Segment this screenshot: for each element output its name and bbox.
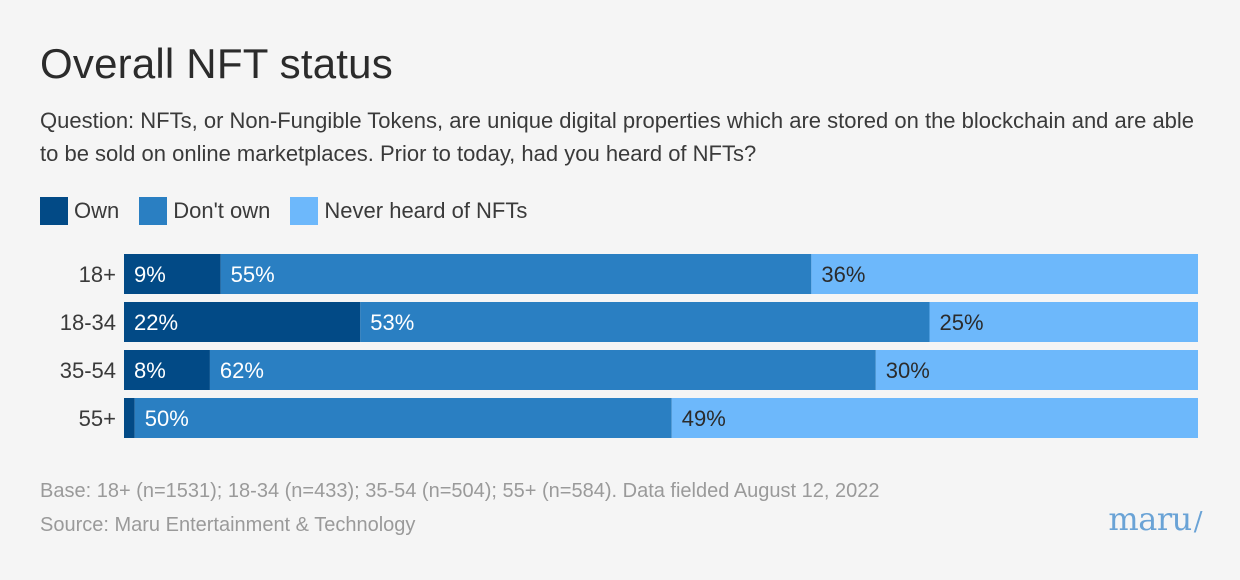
bar-segment: [124, 398, 135, 438]
legend-label-dont-own: Don't own: [173, 198, 271, 223]
legend: Own Don't own Never heard of NFTs: [40, 197, 547, 225]
legend-swatch-dont-own: [139, 197, 168, 225]
bar-segment: [360, 302, 930, 342]
bar-segment: [124, 302, 361, 342]
legend-item-own: Own: [40, 197, 119, 225]
data-label: 62%: [220, 358, 264, 383]
bar-segment: [134, 398, 672, 438]
legend-label-never-heard: Never heard of NFTs: [324, 198, 528, 223]
legend-swatch-never-heard: [290, 197, 319, 225]
category-label: 18-34: [60, 310, 116, 335]
data-label: 8%: [134, 358, 166, 383]
data-label: 25%: [940, 310, 984, 335]
bar-segment: [929, 302, 1198, 342]
chart-subtitle: Question: NFTs, or Non-Fungible Tokens, …: [40, 108, 1195, 166]
source-note: Source: Maru Entertainment & Technology: [40, 514, 416, 536]
chart-svg: 18+ 9% 55% 36% 18-34 22% 53% 25% 35-54 8% 62% 30% 55…: [60, 254, 1198, 438]
category-label: 18+: [79, 262, 116, 287]
chart-title: Overall NFT status: [40, 40, 393, 87]
legend-item-dont-own: Don't own: [139, 197, 270, 225]
data-label: 53%: [370, 310, 414, 335]
bar-segment: [671, 398, 1198, 438]
data-label: 30%: [886, 358, 930, 383]
category-label: 35-54: [60, 358, 116, 383]
bar-segment: [124, 254, 221, 294]
category-label: 55+: [79, 406, 116, 431]
bar-segment: [209, 350, 876, 390]
logo-text: maru: [1108, 500, 1192, 538]
maru-logo: maru/: [1108, 500, 1202, 538]
data-label: 50%: [145, 406, 189, 431]
bar-segment: [124, 350, 210, 390]
data-label: 22%: [134, 310, 178, 335]
bar-segment: [811, 254, 1198, 294]
data-label: 9%: [134, 262, 166, 287]
bar-segment: [220, 254, 812, 294]
data-label: 36%: [821, 262, 865, 287]
legend-item-never-heard: Never heard of NFTs: [290, 197, 527, 225]
bar-segment: [875, 350, 1198, 390]
stacked-bar-chart: 18+ 9% 55% 36% 18-34 22% 53% 25% 35-54 8% 62% 30% 55…: [60, 254, 1198, 438]
logo-slash-icon: /: [1193, 507, 1203, 537]
legend-swatch-own: [40, 197, 68, 225]
data-label: 55%: [231, 262, 275, 287]
data-label: 49%: [682, 406, 726, 431]
legend-label-own: Own: [74, 198, 120, 223]
base-note: Base: 18+ (n=1531); 18-34 (n=433); 35-54…: [40, 480, 880, 502]
